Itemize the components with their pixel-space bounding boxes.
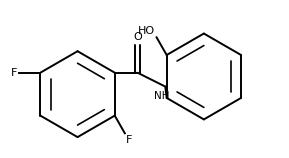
Text: NH: NH [154,91,169,101]
Text: HO: HO [138,26,155,36]
Text: F: F [126,135,132,145]
Text: O: O [133,32,142,42]
Text: F: F [11,68,18,78]
